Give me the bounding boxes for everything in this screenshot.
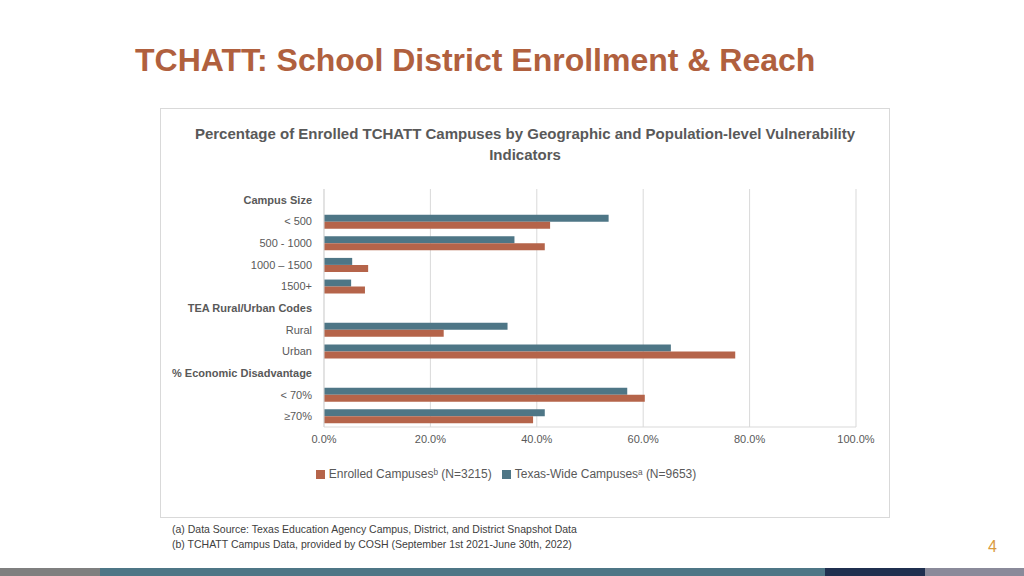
svg-text:500 - 1000: 500 - 1000 — [259, 237, 312, 249]
svg-text:TEA Rural/Urban Codes: TEA Rural/Urban Codes — [188, 302, 312, 314]
svg-text:1500+: 1500+ — [281, 280, 312, 292]
svg-text:Campus Size: Campus Size — [244, 194, 312, 206]
svg-text:Urban: Urban — [282, 345, 312, 357]
svg-text:100.0%: 100.0% — [837, 433, 875, 445]
svg-text:0.0%: 0.0% — [311, 433, 336, 445]
svg-text:1000 – 1500: 1000 – 1500 — [251, 259, 312, 271]
html-text:(a) Data Source: Texas Educati: (a) Data Source: Texas Education Agency … — [172, 523, 577, 535]
svg-text:80.0%: 80.0% — [734, 433, 765, 445]
html-text:(b) TCHATT Campus Data, provid: (b) TCHATT Campus Data, provided by COSH… — [172, 538, 572, 550]
html-text:TCHATT: School District Enroll: TCHATT: School District Enrollment & Rea… — [135, 42, 816, 78]
svg-text:60.0%: 60.0% — [628, 433, 659, 445]
html-text:Texas-Wide Campusesᵃ (N=9653): Texas-Wide Campusesᵃ (N=9653) — [514, 467, 697, 481]
svg-text:Rural: Rural — [286, 324, 312, 336]
html-text:Percentage of Enrolled TCHATT: Percentage of Enrolled TCHATT Campuses b… — [194, 125, 856, 163]
svg-text:% Economic Disadvantage: % Economic Disadvantage — [172, 367, 312, 379]
svg-text:20.0%: 20.0% — [415, 433, 446, 445]
svg-text:≥70%: ≥70% — [284, 410, 312, 422]
html-text:Enrolled Campusesᵇ (N=3215): Enrolled Campusesᵇ (N=3215) — [328, 467, 492, 481]
html-text:4: 4 — [988, 538, 997, 555]
svg-text:< 500: < 500 — [284, 215, 312, 227]
svg-text:40.0%: 40.0% — [521, 433, 552, 445]
svg-text:< 70%: < 70% — [281, 389, 313, 401]
